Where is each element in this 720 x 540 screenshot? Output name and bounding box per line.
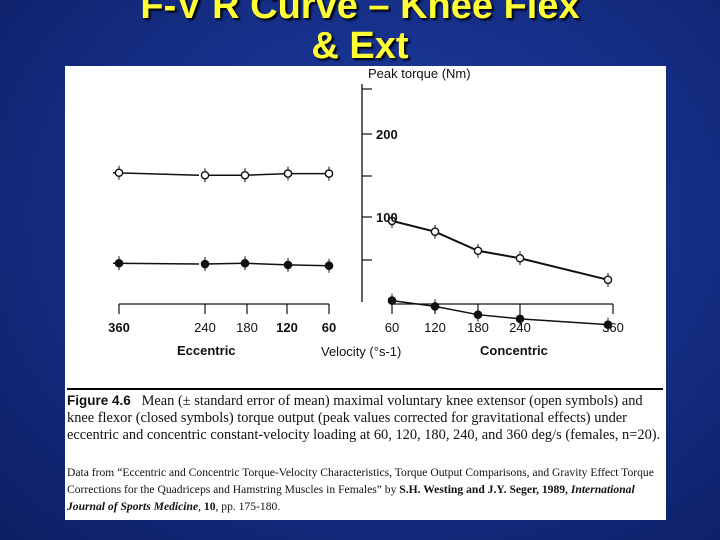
series-line-closed	[204, 262, 330, 267]
open-marker	[603, 275, 613, 285]
closed-marker	[240, 258, 250, 268]
x-tick-label: 120	[424, 320, 446, 335]
closed-marker	[324, 261, 334, 271]
open-marker	[430, 227, 440, 236]
closed-marker	[515, 314, 525, 324]
closed-marker	[387, 296, 397, 305]
source-journal: International Journal of Sports Medicine	[67, 483, 635, 513]
source-citation: Data from “Eccentric and Concentric Torq…	[67, 466, 654, 496]
figure-panel: 100 200 Peak torque (Nm) 360 240 180 120 60 60 12…	[65, 66, 666, 520]
torque-velocity-chart: 100 200 Peak torque (Nm) 360 240 180 120 60 60 12…	[108, 66, 624, 359]
closed-marker	[114, 258, 124, 268]
open-marker	[114, 168, 124, 178]
open-marker	[283, 169, 293, 178]
series-line-open	[391, 219, 609, 281]
closed-marker	[473, 310, 483, 319]
x-tick-label: 240	[194, 320, 216, 335]
open-marker	[240, 170, 250, 180]
x-tick-label: 60	[322, 320, 336, 335]
open-marker	[473, 246, 483, 256]
open-marker	[200, 170, 210, 180]
caption-main-text: Figure 4.6 Mean (± standard error of mea…	[67, 392, 661, 444]
caption-description: Mean (± standard error of mean) maximal …	[67, 393, 661, 443]
open-marker	[387, 216, 397, 226]
caption-rule	[67, 388, 663, 390]
y-axis-label: Peak torque (Nm)	[368, 66, 471, 81]
closed-marker	[283, 260, 293, 270]
open-marker	[324, 169, 334, 178]
y-tick-label: 100	[376, 210, 398, 225]
x-axis-label: Velocity (°s-1)	[321, 344, 401, 359]
closed-marker	[200, 259, 210, 269]
closed-marker	[430, 302, 440, 311]
x-tick-label: 360	[602, 320, 624, 335]
figure-label: Figure 4.6	[67, 393, 131, 408]
closed-marker	[603, 320, 613, 329]
x-tick-label: 60	[385, 320, 399, 335]
slide-title: F-V R Curve – Knee Flex & Ext	[0, 0, 720, 66]
title-line-1: F-V R Curve – Knee Flex	[140, 0, 580, 27]
series-line-closed	[112, 262, 200, 265]
caption-source: Data from “Eccentric and Concentric Torq…	[67, 466, 654, 513]
source-volume: 10	[203, 500, 216, 513]
x-tick-label: 240	[509, 320, 531, 335]
series-line-open	[112, 172, 200, 176]
concentric-label: Concentric	[480, 343, 548, 358]
title-line-2: & Ext	[311, 25, 409, 67]
series-line-open	[205, 172, 329, 176]
source-authors: S.H. Westing and J.Y. Seger, 1989,	[399, 483, 568, 496]
x-tick-label: 120	[276, 320, 298, 335]
open-marker	[515, 253, 525, 263]
x-tick-label: 360	[108, 320, 130, 335]
y-tick-label: 200	[376, 127, 398, 142]
eccentric-label: Eccentric	[177, 343, 236, 358]
x-tick-label: 180	[236, 320, 258, 335]
source-pages: , pp. 175-180.	[215, 500, 281, 513]
x-tick-label: 180	[467, 320, 489, 335]
